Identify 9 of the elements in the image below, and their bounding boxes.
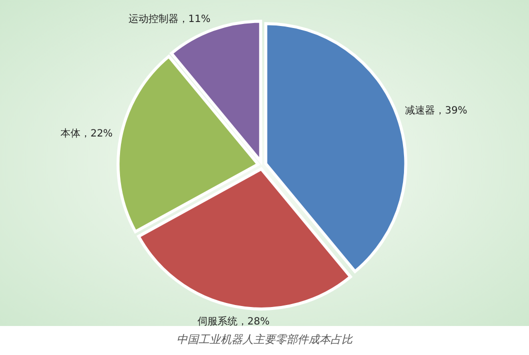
slice-label: 伺服系统 (197, 315, 238, 328)
slice-label: 本体 (60, 128, 80, 140)
slice-label: 减速器 (405, 104, 436, 117)
data-label: ，28% (237, 316, 270, 328)
data-label: ，39% (435, 106, 468, 117)
text: 中国工业机器人主要零部件成本占比 (176, 333, 354, 346)
data-label: ，22% (80, 128, 113, 140)
data-label: ，11% (178, 14, 211, 25)
slice-label: 运动控制器 (128, 12, 178, 25)
